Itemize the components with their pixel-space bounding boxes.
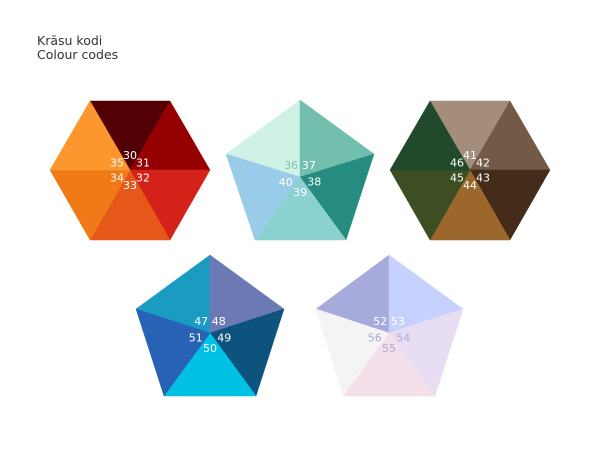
colour-code-label: 46 <box>450 157 464 170</box>
colour-segment-35 <box>49 100 131 171</box>
colour-code-label: 53 <box>391 315 405 328</box>
colour-code-label: 39 <box>293 186 307 199</box>
title-english: Colour codes <box>37 47 119 62</box>
colour-code-label: 42 <box>476 157 490 170</box>
colour-segment-40 <box>225 153 301 241</box>
title-latvian: Krāsu kodi <box>37 33 103 48</box>
colour-code-label: 44 <box>463 179 477 192</box>
colour-code-label: 35 <box>110 157 124 170</box>
colour-code-label: 50 <box>203 342 217 355</box>
colour-code-label: 32 <box>136 172 150 185</box>
colour-code-label: 38 <box>307 176 321 189</box>
colour-code-label: 52 <box>373 315 387 328</box>
colour-code-label: 37 <box>302 159 316 172</box>
colour-code-label: 48 <box>212 315 226 328</box>
colour-code-label: 55 <box>382 342 396 355</box>
colour-code-label: 54 <box>396 332 410 345</box>
colour-code-label: 43 <box>476 172 490 185</box>
colour-code-label: 31 <box>136 157 150 170</box>
colour-code-label: 41 <box>463 149 477 162</box>
colour-code-label: 40 <box>279 176 293 189</box>
colour-code-label: 34 <box>110 172 124 185</box>
colour-code-label: 33 <box>123 179 137 192</box>
colour-code-label: 51 <box>189 332 203 345</box>
colour-segment-46 <box>389 100 471 171</box>
colour-segment-56 <box>315 308 390 397</box>
colour-code-label: 47 <box>194 315 208 328</box>
colour-code-label: 56 <box>368 332 382 345</box>
colour-code-label: 49 <box>217 332 231 345</box>
colour-code-label: 30 <box>123 149 137 162</box>
colour-code-label: 36 <box>284 159 298 172</box>
colour-code-label: 45 <box>450 172 464 185</box>
colour-segment-51 <box>135 308 211 397</box>
